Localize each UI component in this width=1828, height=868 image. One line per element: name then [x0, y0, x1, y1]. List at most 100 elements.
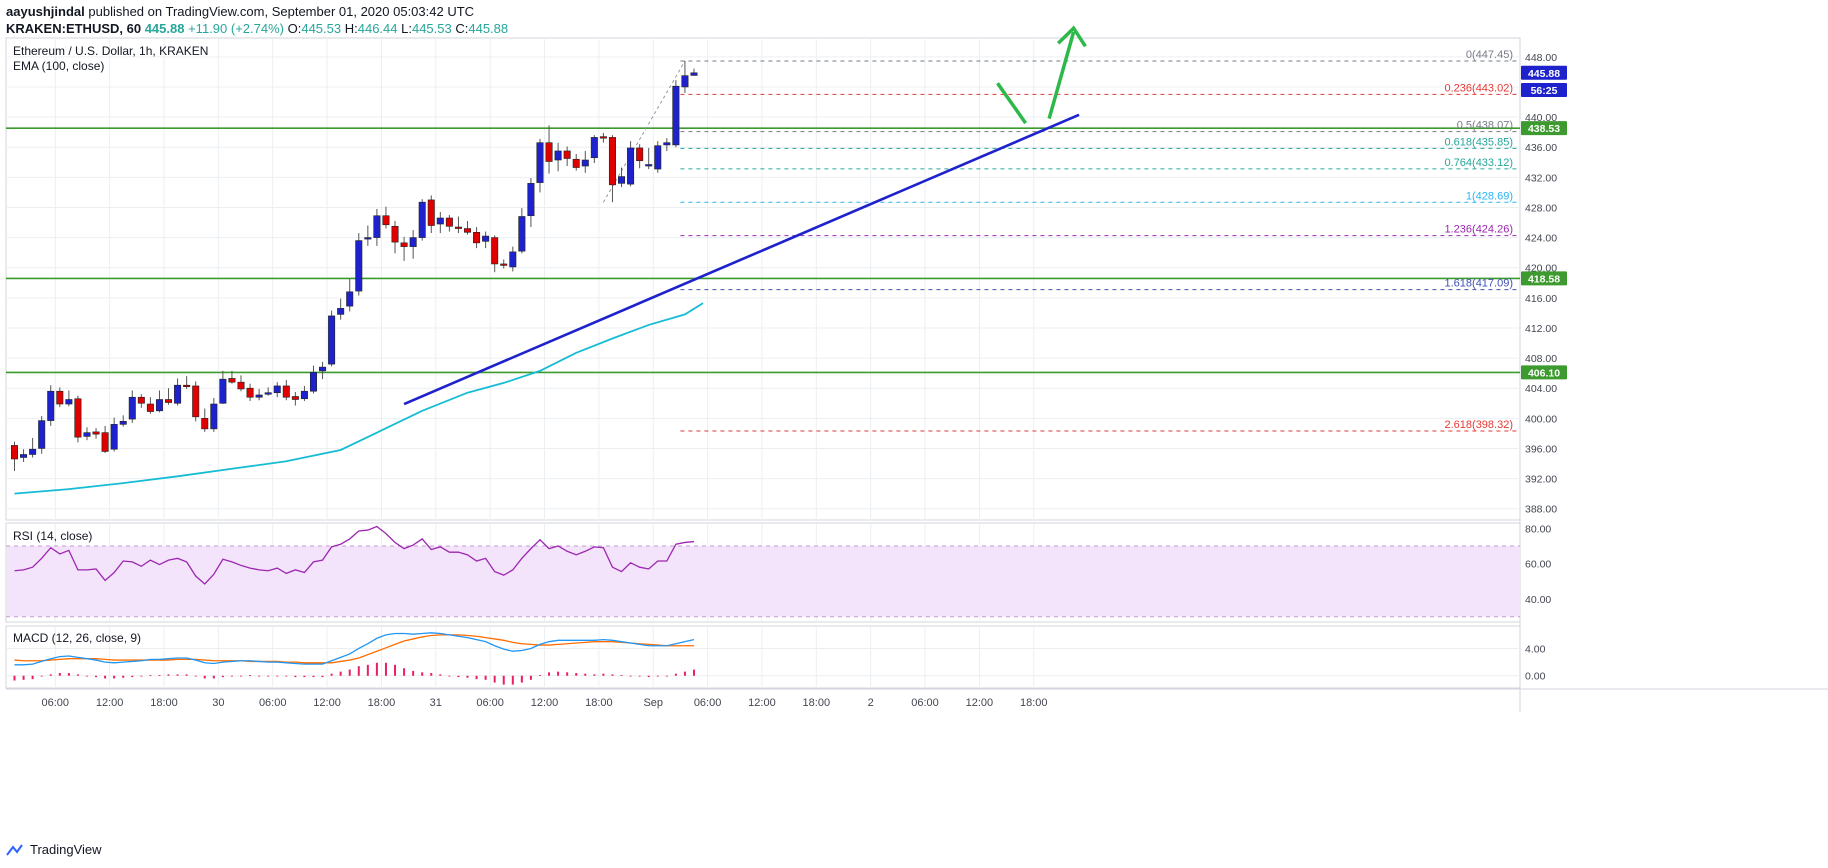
macd-histogram-bar	[67, 673, 70, 676]
macd-histogram-bar	[484, 675, 487, 680]
macd-tick-label: 4.00	[1525, 643, 1546, 655]
bear-candle	[572, 158, 580, 168]
x-tick-label: 18:00	[150, 697, 178, 709]
published-text: published on TradingView.com, September …	[88, 4, 475, 19]
price-change: +11.90 (+2.74%)	[188, 21, 284, 36]
footer-brand[interactable]: TradingView	[6, 842, 102, 857]
bear-candle	[228, 378, 236, 383]
macd-histogram-bar	[85, 675, 88, 677]
bull-candle	[355, 240, 363, 292]
x-tick-label: 12:00	[313, 697, 341, 709]
arrows	[996, 25, 1087, 125]
bull-candle	[482, 235, 490, 242]
macd-histogram-bar	[430, 673, 433, 676]
macd-histogram-bar	[122, 675, 125, 678]
bear-candle	[445, 217, 453, 227]
macd-histogram-bar	[529, 675, 532, 680]
macd-histogram-bar	[511, 675, 514, 685]
fib-level-label: 0.618(435.85)	[1445, 136, 1514, 148]
rsi-tick-label: 80.00	[1525, 523, 1551, 535]
macd-histogram-bar	[22, 675, 25, 680]
bull-candle	[618, 176, 626, 184]
x-tick-label: 06:00	[259, 697, 287, 709]
bull-candle	[300, 390, 308, 400]
macd-signal-line	[14, 634, 694, 664]
macd-histogram-bar	[249, 675, 252, 676]
bull-candle	[264, 392, 272, 395]
price-tag	[1521, 121, 1567, 136]
bull-candle	[128, 396, 136, 420]
bull-candle	[645, 164, 653, 167]
rsi-band	[7, 545, 1520, 617]
macd-pane-frame	[5, 625, 1521, 689]
macd-histogram-bar	[683, 671, 686, 676]
bull-candle	[110, 424, 118, 450]
bear-candle	[608, 137, 616, 186]
low-label: L:	[401, 21, 412, 36]
bull-candle	[38, 420, 46, 449]
macd-histogram-bar	[49, 674, 52, 676]
macd-tick-label: 0.00	[1525, 671, 1546, 683]
bull-candle	[373, 215, 381, 238]
macd-histogram-bar	[339, 671, 342, 676]
bear-candle	[500, 263, 508, 266]
macd-histogram-bar	[76, 674, 79, 676]
macd-histogram-bar	[584, 673, 587, 676]
macd-histogram-bar	[366, 664, 369, 676]
open-label: O:	[287, 21, 302, 36]
bull-candle	[681, 75, 689, 88]
y-tick-label: 428.00	[1525, 202, 1557, 214]
macd-histogram-bar	[303, 675, 306, 678]
macd-histogram-bar	[267, 675, 270, 677]
macd-histogram-bar	[466, 675, 469, 678]
bear-candle	[56, 390, 64, 405]
y-tick-label: 440.00	[1525, 112, 1557, 124]
macd-histogram-bar	[140, 675, 143, 677]
price-tag	[1521, 65, 1567, 80]
macd-histogram-bar	[620, 675, 623, 676]
tradingview-logo-icon	[6, 843, 23, 856]
macd-histogram-bar	[665, 675, 668, 677]
author[interactable]: aayushjindal	[6, 4, 85, 19]
bull-candle	[20, 454, 28, 458]
macd-histogram-bar	[158, 675, 161, 676]
y-tick-label: 396.00	[1525, 443, 1557, 455]
bull-candle	[219, 378, 227, 404]
fib-level-label: 0.236(443.02)	[1445, 82, 1514, 94]
macd-histogram-bar	[330, 673, 333, 676]
x-tick-label: 30	[212, 697, 224, 709]
macd-histogram-bar	[394, 664, 397, 676]
bear-candle	[391, 225, 399, 243]
macd-histogram-bar	[276, 675, 279, 677]
macd-histogram-bar	[475, 675, 478, 680]
ema-line	[14, 302, 704, 495]
bear-candle	[636, 147, 644, 162]
macd-histogram-bar	[113, 675, 116, 679]
macd-histogram-bar	[176, 674, 179, 676]
bear-candle	[427, 199, 435, 226]
bear-candle	[11, 445, 19, 460]
trendline	[403, 113, 1080, 406]
bear-candle	[246, 387, 254, 398]
macd-histogram-bar	[240, 675, 242, 677]
macd-histogram-bar	[131, 675, 134, 678]
y-tick-label: 432.00	[1525, 172, 1557, 184]
macd-pane-title: MACD (12, 26, close, 9)	[13, 631, 141, 645]
macd-histogram-bar	[31, 675, 34, 680]
macd-histogram-bar	[258, 675, 261, 677]
rsi-pane	[6, 525, 1520, 618]
macd-histogram-bar	[375, 662, 378, 676]
macd-histogram-bar	[230, 675, 233, 677]
macd-histogram-bar	[104, 675, 107, 679]
macd-histogram-bar	[538, 675, 541, 676]
bear-candle	[192, 385, 200, 418]
macd-histogram-bar	[629, 675, 632, 677]
macd-histogram-bar	[457, 675, 460, 678]
bull-candle	[554, 150, 562, 161]
x-tick-label: 12:00	[531, 697, 559, 709]
macd-histogram-bar	[194, 675, 197, 677]
price-tag	[1521, 82, 1567, 97]
horizontal-levels	[6, 127, 1520, 374]
